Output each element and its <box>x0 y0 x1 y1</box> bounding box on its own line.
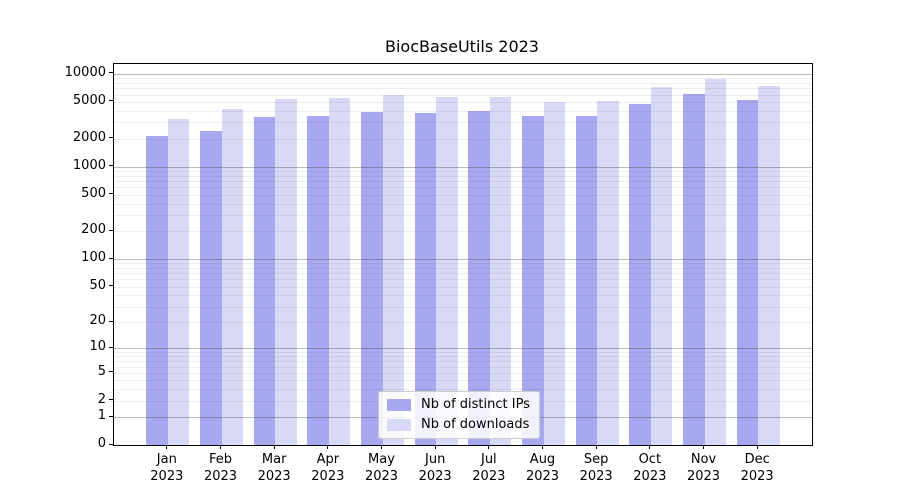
y-tick-label: 0 <box>97 436 106 451</box>
y-tick-label: 200 <box>81 222 106 238</box>
bar-dec-downloads <box>758 85 780 445</box>
major-gridline <box>114 73 812 75</box>
x-tickmark <box>220 445 221 449</box>
bar-mar-distinct-ips <box>253 116 276 445</box>
y-tickmark <box>109 371 113 373</box>
x-tick-label-apr: Apr 2023 <box>311 452 345 484</box>
y-tickmark <box>109 285 113 287</box>
legend-swatch-distinct-ips-icon <box>387 398 411 411</box>
x-tick-label-dec: Dec 2023 <box>740 452 774 484</box>
y-tickmark <box>109 137 113 139</box>
y-tickmark <box>109 72 113 74</box>
y-tickmark <box>109 320 113 322</box>
x-tick-label-aug: Aug 2023 <box>525 452 560 484</box>
x-tickmark <box>273 445 275 449</box>
bar-may-distinct-ips <box>361 111 383 445</box>
bar-apr-distinct-ips <box>307 115 329 445</box>
x-tick-label-nov: Nov 2023 <box>686 452 721 484</box>
x-tick-label-feb: Feb 2023 <box>203 452 238 484</box>
x-tick-label-jul: Jul 2023 <box>472 452 506 484</box>
y-tick-label: 100 <box>81 250 106 266</box>
x-tickmark <box>703 445 704 449</box>
bar-jan-downloads <box>167 118 190 445</box>
y-tickmark <box>109 165 113 167</box>
bar-jun-downloads <box>436 97 458 445</box>
x-tickmark <box>488 445 490 449</box>
y-tick-label: 5 <box>97 363 106 379</box>
x-tickmark <box>649 445 651 449</box>
x-tickmark <box>327 445 329 449</box>
bar-apr-downloads <box>328 98 351 445</box>
y-tickmark <box>109 443 113 445</box>
x-tick-label-sep: Sep 2023 <box>579 452 613 484</box>
x-tick-label-jan: Jan 2023 <box>150 452 184 484</box>
y-tick-label: 500 <box>81 185 106 201</box>
x-tick-label-mar: Mar 2023 <box>257 452 291 484</box>
y-tickmark <box>109 346 113 348</box>
y-tick-label: 20 <box>89 313 106 329</box>
chart-title: BiocBaseUtils 2023 <box>385 37 539 56</box>
bar-nov-distinct-ips <box>683 93 705 445</box>
x-tickmark <box>542 445 543 449</box>
y-tickmark <box>109 415 113 417</box>
x-tickmark <box>381 445 382 449</box>
legend-label-distinct-ips: Nb of distinct IPs <box>421 397 530 412</box>
legend: Nb of distinct IPs Nb of downloads <box>378 391 540 439</box>
x-tickmark <box>756 445 758 449</box>
y-tick-label: 50 <box>89 277 106 293</box>
bar-jan-distinct-ips <box>146 135 168 445</box>
y-tick-label: 2 <box>97 391 106 407</box>
bar-jul-downloads <box>489 96 512 445</box>
x-tickmark <box>166 445 168 449</box>
legend-swatch-downloads-icon <box>387 418 411 431</box>
y-tick-label: 1 <box>97 408 106 424</box>
x-tick-label-may: May 2023 <box>364 452 399 484</box>
bar-nov-downloads <box>704 78 726 445</box>
bar-jun-distinct-ips <box>414 112 437 445</box>
bar-dec-distinct-ips <box>736 100 759 445</box>
legend-item-downloads: Nb of downloads <box>387 416 530 433</box>
x-tick-label-jun: Jun 2023 <box>418 452 452 484</box>
y-tick-label: 10000 <box>64 64 106 80</box>
y-tick-label: 1000 <box>72 157 106 173</box>
bar-may-downloads <box>382 95 404 445</box>
legend-item-distinct-ips: Nb of distinct IPs <box>387 396 530 413</box>
y-tick-label: 10 <box>89 339 106 355</box>
y-tick-label: 2000 <box>72 129 106 145</box>
x-tick-label-oct: Oct 2023 <box>633 452 667 484</box>
y-tick-label: 5000 <box>72 92 106 108</box>
x-tickmark <box>434 445 436 449</box>
bar-feb-downloads <box>221 108 243 445</box>
legend-label-downloads: Nb of downloads <box>421 417 530 432</box>
bar-oct-distinct-ips <box>629 103 651 445</box>
bar-sep-downloads <box>597 101 619 445</box>
y-tickmark <box>109 257 113 259</box>
bar-aug-distinct-ips <box>522 115 544 445</box>
bar-oct-downloads <box>650 87 673 445</box>
y-tickmark <box>109 100 113 102</box>
bar-sep-distinct-ips <box>575 116 598 445</box>
plot-area <box>113 63 813 446</box>
y-tickmark <box>109 193 113 195</box>
bar-jul-distinct-ips <box>468 111 490 445</box>
bar-mar-downloads <box>275 98 297 445</box>
x-tickmark <box>595 445 597 449</box>
y-tickmark <box>109 399 113 401</box>
bar-aug-downloads <box>543 101 565 445</box>
bar-feb-distinct-ips <box>200 130 222 445</box>
y-tickmark <box>109 229 113 231</box>
